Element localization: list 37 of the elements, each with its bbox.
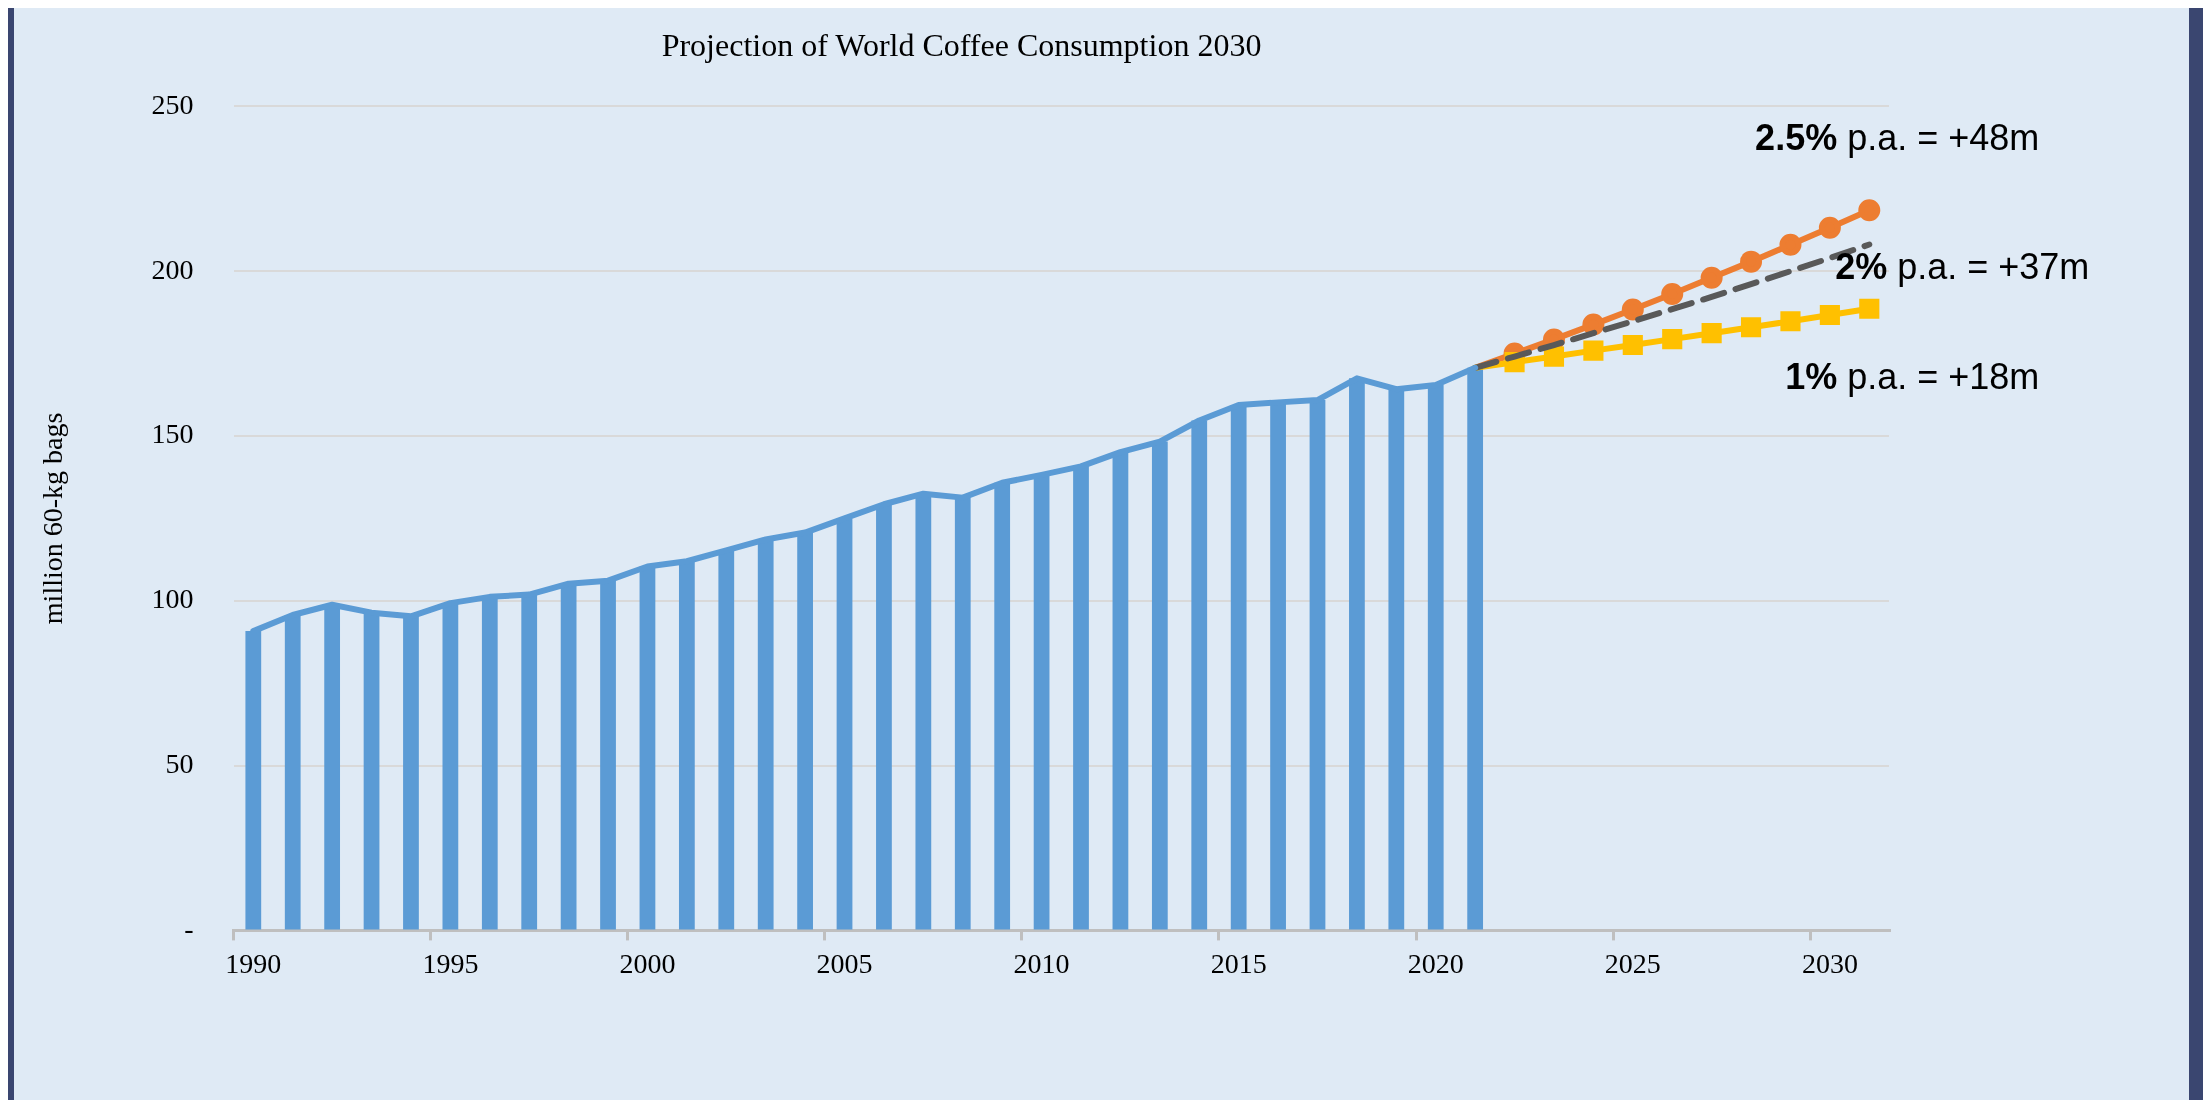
x-tick-label: 2005: [816, 947, 873, 979]
point: [1543, 346, 1565, 367]
y-tick-label: 100: [151, 583, 194, 615]
point: [1740, 250, 1763, 273]
point: [1819, 304, 1840, 326]
point: [1662, 329, 1683, 350]
y-tick-label: 250: [151, 88, 194, 120]
point: [1583, 340, 1604, 361]
chart-title: Projection of World Coffee Consumption 2030: [661, 26, 1262, 63]
x-tick-label: 1995: [422, 947, 479, 979]
point: [1621, 298, 1644, 321]
x-tick-label: 1990: [225, 947, 282, 979]
point: [1700, 266, 1723, 289]
y-tick-label: -: [184, 912, 194, 944]
annotation: 2% p.a. = +37m: [1835, 246, 2090, 288]
point: [1859, 298, 1880, 319]
point: [1701, 323, 1722, 344]
y-tick-label: 50: [165, 747, 194, 779]
x-tick-label: 2020: [1407, 947, 1464, 979]
x-tick-label: 2025: [1604, 947, 1661, 979]
point: [1661, 282, 1684, 305]
point: [1779, 233, 1802, 256]
x-tick-label: 2015: [1210, 947, 1267, 979]
point: [1622, 334, 1643, 356]
annotation: 2.5% p.a. = +48m: [1755, 117, 2040, 159]
point: [1740, 317, 1762, 338]
annotation: 1% p.a. = +18m: [1785, 355, 2040, 397]
point: [1858, 199, 1881, 222]
point: [1780, 311, 1801, 332]
x-tick-label: 2000: [619, 947, 676, 979]
point: [1818, 216, 1841, 239]
y-tick-label: 200: [151, 253, 194, 285]
point: [1582, 313, 1605, 336]
x-tick-label: 2030: [1801, 947, 1858, 979]
y-axis-title: million 60-kg bags: [37, 412, 69, 625]
y-tick-label: 150: [151, 418, 194, 450]
x-tick-label: 2010: [1013, 947, 1070, 979]
